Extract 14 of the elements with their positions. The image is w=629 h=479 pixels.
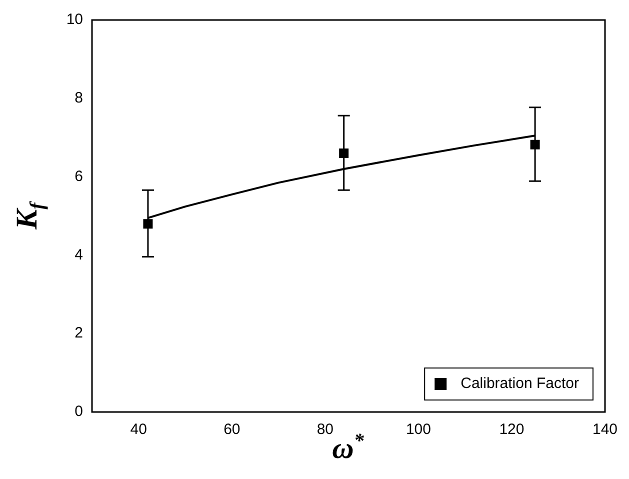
y-tick-label: 2 <box>74 324 83 342</box>
x-tick-label: 120 <box>499 421 524 438</box>
y-tick-label: 0 <box>74 403 83 420</box>
x-tick-label: 40 <box>130 421 147 438</box>
y-tick-label: 10 <box>66 11 83 28</box>
x-tick-label: 60 <box>224 421 240 438</box>
x-tick-label: 100 <box>406 421 431 438</box>
y-tick-label: 4 <box>74 246 83 264</box>
x-tick-label: 140 <box>592 421 618 438</box>
x-tick-label: 80 <box>316 421 334 438</box>
legend-label: Calibration Factor <box>460 375 580 392</box>
y-tick-label: 8 <box>74 90 83 107</box>
y-tick-label: 6 <box>74 168 83 185</box>
x-axis-title: ω$^{*}$ <box>332 430 364 465</box>
